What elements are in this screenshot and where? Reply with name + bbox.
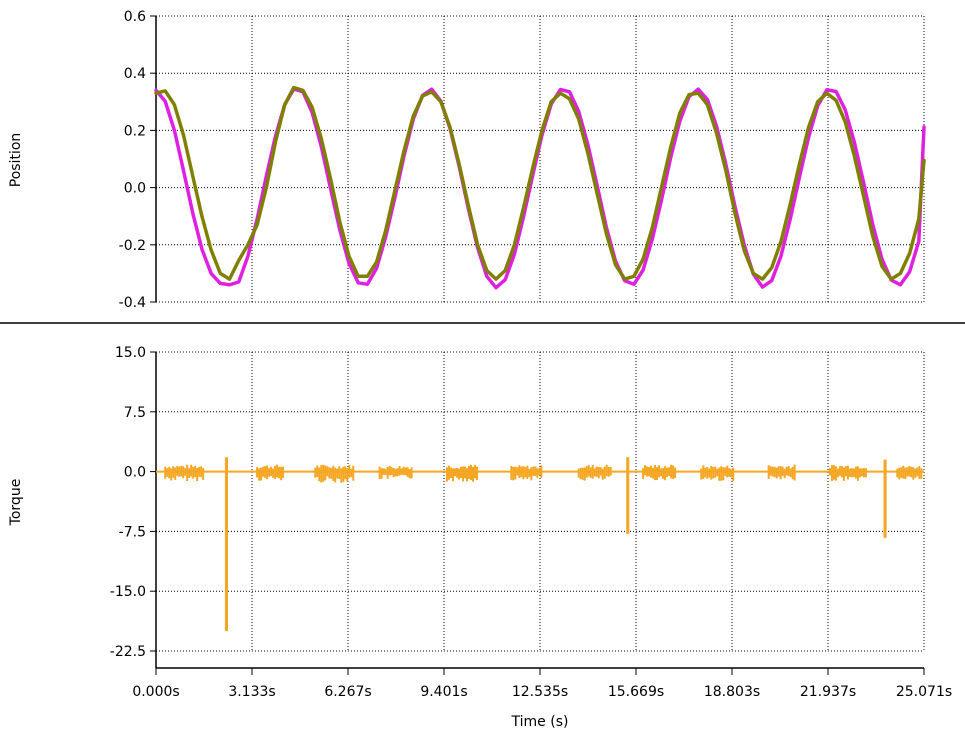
position-y-axis-label: Position: [8, 133, 24, 188]
position-y-ticks: 0.6 0.4 0.2 0.0 -0.2 -0.4: [119, 9, 156, 311]
time-x-tick-label: 21.937s: [800, 684, 856, 700]
torque-y-ticks: 15.0 7.5 0.0 -7.5 -15.0 -22.5: [110, 345, 156, 660]
torque-burst: [314, 464, 355, 483]
time-x-tick-label: 18.803s: [704, 684, 760, 700]
torque-y-tick-label: -22.5: [110, 644, 146, 660]
torque-y-axis-label: Torque: [8, 479, 24, 527]
torque-burst: [828, 465, 867, 482]
torque-grid: [155, 351, 925, 652]
time-x-tick-label: 0.000s: [132, 684, 179, 700]
time-x-tick-label: 15.669s: [608, 684, 664, 700]
time-x-tick-label: 12.535s: [512, 684, 568, 700]
torque-burst: [510, 465, 543, 481]
torque-y-tick-label: 7.5: [124, 405, 146, 421]
torque-burst: [256, 464, 285, 481]
torque-burst: [164, 464, 205, 482]
time-x-tick-label: 25.071s: [896, 684, 952, 700]
torque-spike: [883, 459, 887, 538]
position-y-tick-label: -0.4: [119, 295, 146, 311]
time-x-ticks: 0.000s 3.133s 6.267s 9.401s 12.535s 15.669s 18…: [132, 668, 952, 700]
torque-burst: [700, 465, 735, 482]
torque-burst: [896, 465, 923, 480]
torque-burst: [224, 457, 228, 632]
position-y-tick-label: 0.4: [124, 66, 146, 82]
torque-axes: [155, 352, 924, 669]
position-y-tick-label: 0.6: [124, 9, 146, 25]
position-series-line-2: [154, 85, 926, 281]
time-x-tick-label: 9.401s: [420, 684, 467, 700]
position-y-tick-label: 0.0: [124, 181, 146, 197]
torque-burst: [626, 457, 630, 534]
time-x-tick-label: 6.267s: [324, 684, 371, 700]
torque-burst: [767, 464, 796, 481]
torque-y-tick-label: -15.0: [110, 584, 146, 600]
torque-burst: [446, 464, 479, 482]
torque-burst: [577, 464, 612, 481]
torque-spike: [224, 457, 228, 632]
torque-burst: [378, 465, 413, 479]
torque-series: [156, 457, 924, 632]
torque-burst: [883, 459, 887, 538]
torque-burst: [642, 464, 677, 481]
position-series: [154, 85, 926, 290]
position-y-tick-label: 0.2: [124, 123, 146, 139]
position-y-tick-label: -0.2: [119, 238, 146, 254]
torque-spike: [626, 457, 630, 534]
torque-y-tick-label: -7.5: [119, 524, 146, 540]
time-x-axis-label: Time (s): [511, 714, 569, 730]
time-x-tick-label: 3.133s: [228, 684, 275, 700]
torque-y-tick-label: 15.0: [115, 345, 146, 361]
torque-y-tick-label: 0.0: [124, 465, 146, 481]
